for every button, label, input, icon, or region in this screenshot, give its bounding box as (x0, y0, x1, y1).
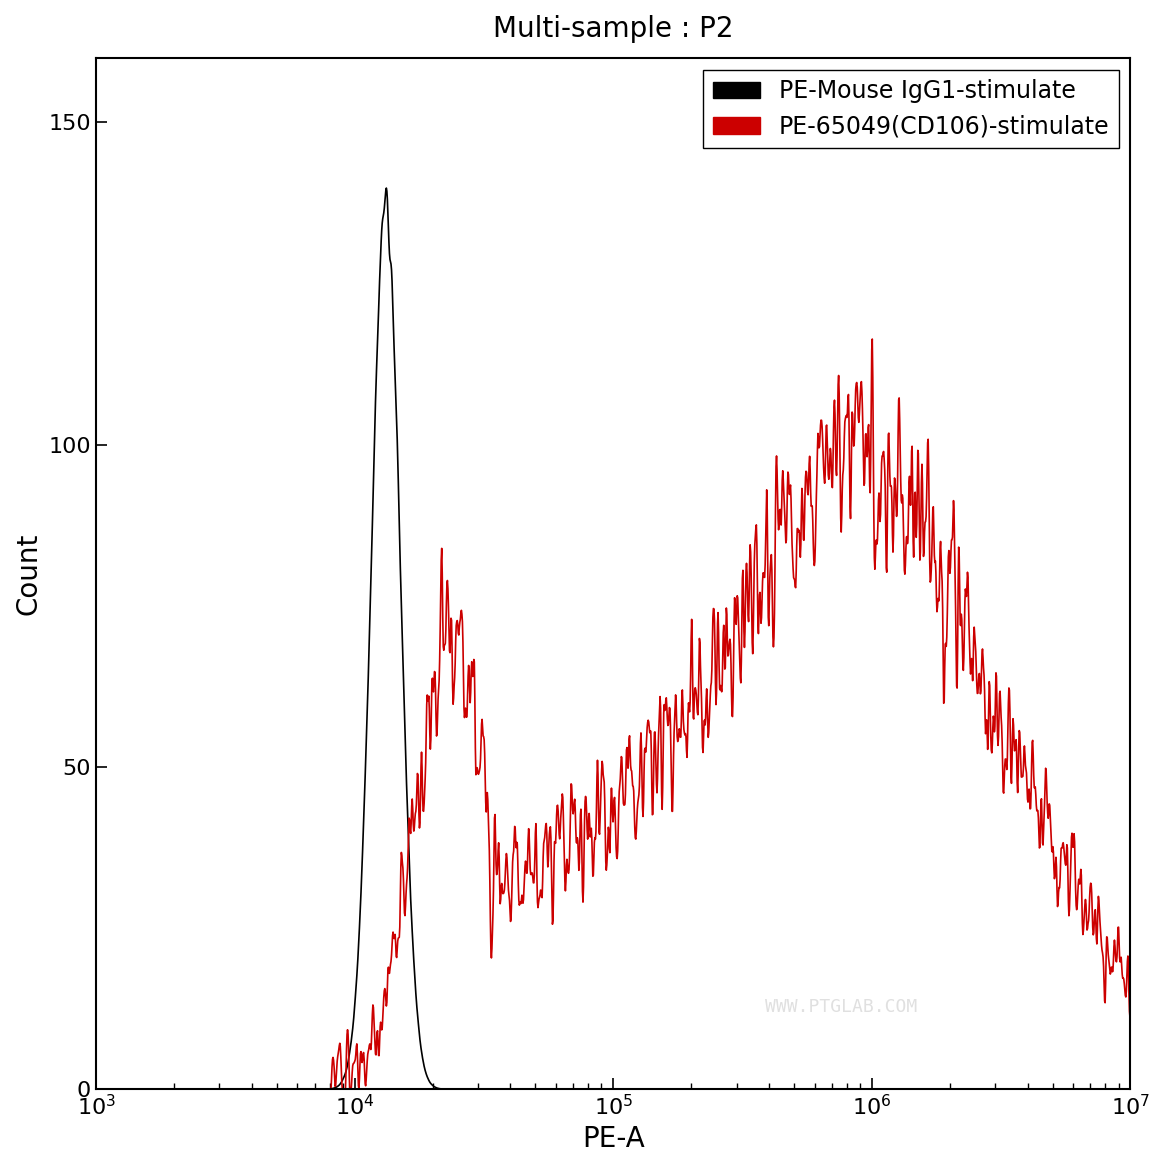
Title: Multi-sample : P2: Multi-sample : P2 (493, 15, 734, 43)
Legend: PE-Mouse IgG1-stimulate, PE-65049(CD106)-stimulate: PE-Mouse IgG1-stimulate, PE-65049(CD106)… (702, 70, 1118, 148)
Y-axis label: Count: Count (15, 533, 43, 614)
X-axis label: PE-A: PE-A (581, 1125, 644, 1153)
Text: WWW.PTGLAB.COM: WWW.PTGLAB.COM (764, 997, 917, 1016)
